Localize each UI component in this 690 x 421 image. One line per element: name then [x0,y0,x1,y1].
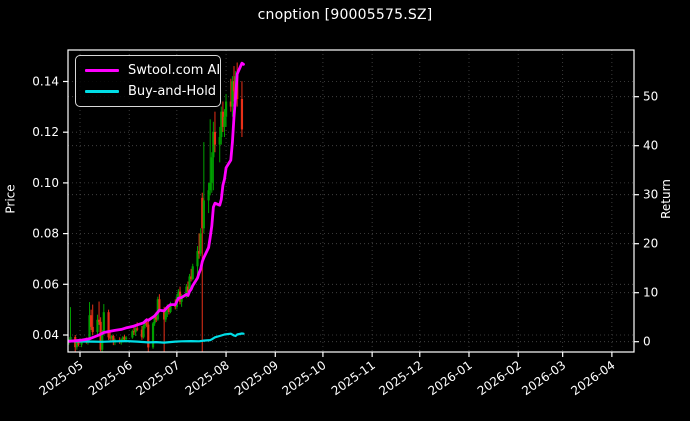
candle-body [169,304,172,312]
swtool-line-swatch [85,69,119,73]
candle-body [90,315,93,327]
x-tick-label: 2025-07 [133,358,182,398]
return-tick-label: 40 [643,139,658,153]
price-tick-label: 0.04 [32,328,59,342]
candle-body [109,337,112,339]
candle-body [134,328,137,333]
candle-body [140,329,144,338]
candle-body [196,251,199,267]
candle-body [201,197,204,229]
candle-body [102,312,105,333]
candle-body [221,111,224,127]
candle-body [110,336,113,339]
buyhold-line-swatch [85,89,119,93]
candle-body [123,337,126,340]
candle-body [151,323,155,348]
legend-label-swtool: Swtool.com AI [128,63,221,79]
candle-body [143,322,147,326]
candle-body [131,331,134,338]
candle-body [190,276,193,279]
candle-body [153,317,156,324]
candle-body [156,299,159,320]
swtool-line [68,61,245,343]
candle-body [136,328,139,330]
candle-body [197,251,201,254]
candle-body [202,200,205,229]
candle-body [199,233,202,254]
candle-body [224,101,228,117]
x-tick-label: 2026-02 [475,358,524,398]
return-tick-label: 10 [643,286,658,300]
candle-body [75,341,78,348]
candle-body [147,324,150,348]
candle-body [220,111,223,138]
candle-body [107,312,110,338]
candle-body [210,157,213,183]
plot-frame [67,49,635,353]
candle-body [231,81,234,107]
candle-body [240,98,244,130]
x-tick-label: 2025-11 [329,358,378,398]
return-tick-label: 50 [643,90,658,104]
candle-body [209,182,212,191]
price-tick-label: 0.10 [32,176,59,190]
x-tick-label: 2026-01 [426,358,475,398]
candle-body [132,331,136,333]
x-tick-label: 2025-10 [280,358,329,398]
candle-body [163,309,166,320]
candle-body [145,322,148,325]
x-tick-label: 2025-05 [37,358,86,398]
price-tick-label: 0.12 [32,125,59,139]
price-tick-label: 0.14 [32,75,59,89]
candle-body [96,319,99,332]
candle-body [158,299,161,310]
candle-body [91,326,94,332]
x-tick-label: 2025-08 [183,358,232,398]
candle-body [124,337,128,340]
return-tick-label: 20 [643,237,658,251]
buyhold-line [68,332,245,344]
candle-body [218,137,221,145]
candle-body [88,315,91,340]
candle-body [69,337,72,341]
candle-body [207,190,210,201]
candle-body [229,101,232,107]
x-tick-label: 2026-04 [568,358,617,398]
price-tick-label: 0.06 [32,277,59,291]
candle-body [223,116,226,127]
candle-body [142,325,145,338]
candle-body [164,311,167,320]
candle-body [80,340,83,345]
candle-body [167,308,171,312]
candle-body [232,81,236,92]
candle-body [213,131,217,145]
candle-body [97,319,101,322]
price-tick-label: 0.08 [32,227,59,241]
x-tick-label: 2026-03 [519,358,568,398]
x-tick-label: 2025-09 [232,358,281,398]
legend-label-buyhold: Buy-and-Hold [128,83,217,99]
candle-body [121,337,124,340]
chart-title: cnoption [90005575.SZ] [257,7,433,23]
x-tick-label: 2025-12 [376,358,425,398]
return-tick-label: 0 [643,335,651,349]
legend: Swtool.com AI Buy-and-Hold [75,55,221,107]
x-tick-label: 2025-06 [86,358,135,398]
candle-body [188,276,191,292]
legend-item-swtool: Swtool.com AI [76,63,220,78]
return-tick-label: 30 [643,188,658,202]
candle-body [191,266,194,279]
legend-item-buyhold: Buy-and-Hold [76,84,220,99]
candle-body [177,291,180,297]
candle-body [166,308,169,312]
candle-body [212,131,215,158]
candle-body [77,341,80,345]
candle-body [186,286,190,292]
candle-body [112,336,115,343]
candle-body [185,286,188,296]
axis-ticks [63,80,639,357]
candle-body [155,317,158,320]
